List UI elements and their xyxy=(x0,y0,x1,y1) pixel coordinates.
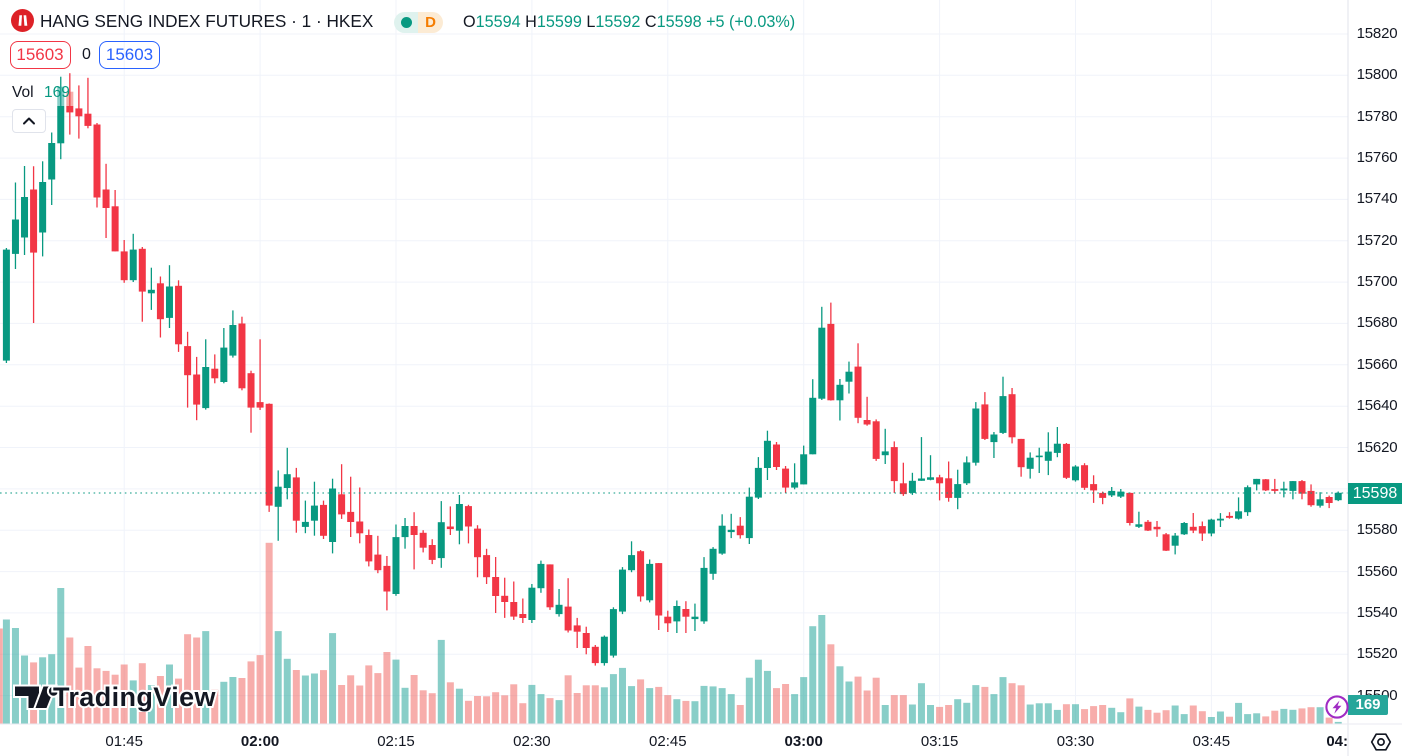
svg-text:TradingView: TradingView xyxy=(53,682,217,712)
